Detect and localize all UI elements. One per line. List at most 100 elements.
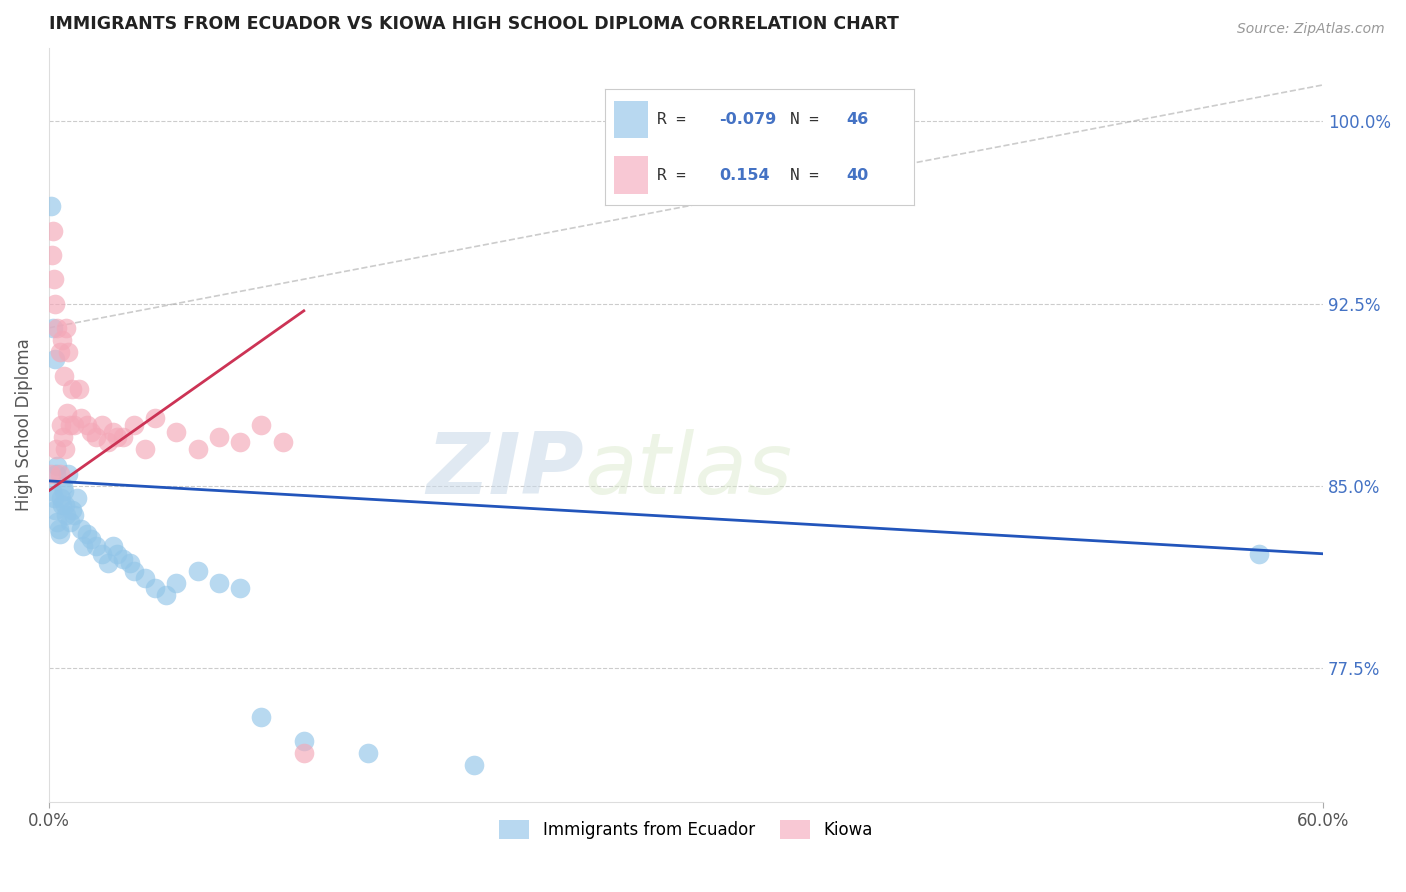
Point — [45, 442, 67, 457]
Point — [101, 425, 124, 440]
Point — [44, 296, 66, 310]
Point — [1249, 547, 1271, 561]
Point — [60, 503, 83, 517]
Point — [76, 417, 98, 432]
Point — [187, 564, 209, 578]
Point — [56, 406, 79, 420]
Point — [143, 581, 166, 595]
Point — [91, 547, 114, 561]
Point — [41, 483, 63, 498]
Point — [250, 709, 273, 723]
Point — [356, 746, 378, 760]
Point — [52, 483, 75, 498]
Point — [208, 576, 231, 591]
Point — [155, 588, 177, 602]
Point — [48, 527, 70, 541]
Point — [42, 224, 65, 238]
Point — [292, 746, 315, 760]
FancyBboxPatch shape — [614, 156, 648, 194]
Point — [97, 557, 120, 571]
Point — [46, 459, 69, 474]
Point — [48, 523, 70, 537]
Point — [59, 417, 82, 432]
Point — [63, 417, 86, 432]
Point — [67, 382, 90, 396]
Point — [39, 467, 62, 481]
Point — [69, 523, 91, 537]
Point — [46, 321, 69, 335]
Text: R =: R = — [657, 168, 696, 183]
Point — [76, 527, 98, 541]
Text: ZIP: ZIP — [426, 429, 583, 512]
Text: atlas: atlas — [583, 429, 792, 512]
Point — [229, 435, 252, 450]
Text: R =: R = — [657, 112, 696, 127]
Point — [463, 758, 485, 772]
Point — [42, 321, 65, 335]
Point — [112, 551, 135, 566]
Point — [63, 508, 86, 522]
Point — [101, 540, 124, 554]
Point — [55, 508, 77, 522]
Point — [143, 410, 166, 425]
Point — [165, 576, 187, 591]
Point — [44, 503, 66, 517]
Point — [44, 491, 66, 505]
Text: IMMIGRANTS FROM ECUADOR VS KIOWA HIGH SCHOOL DIPLOMA CORRELATION CHART: IMMIGRANTS FROM ECUADOR VS KIOWA HIGH SC… — [49, 15, 898, 33]
Point — [122, 564, 145, 578]
Point — [112, 430, 135, 444]
Point — [91, 417, 114, 432]
Point — [52, 430, 75, 444]
Point — [84, 540, 107, 554]
Point — [65, 491, 87, 505]
Point — [80, 425, 103, 440]
Point — [271, 435, 294, 450]
Legend: Immigrants from Ecuador, Kiowa: Immigrants from Ecuador, Kiowa — [494, 814, 879, 846]
Text: N =: N = — [790, 112, 828, 127]
Point — [165, 425, 187, 440]
Point — [60, 382, 83, 396]
Y-axis label: High School Diploma: High School Diploma — [15, 339, 32, 511]
Point — [105, 430, 128, 444]
Point — [53, 498, 76, 512]
Point — [41, 248, 63, 262]
Point — [51, 333, 73, 347]
Point — [48, 345, 70, 359]
Text: 0.154: 0.154 — [718, 168, 769, 183]
Point — [80, 532, 103, 546]
Point — [44, 272, 66, 286]
Point — [97, 435, 120, 450]
Point — [51, 498, 73, 512]
Point — [46, 515, 69, 529]
Point — [84, 430, 107, 444]
Point — [72, 540, 94, 554]
Point — [208, 430, 231, 444]
Text: Source: ZipAtlas.com: Source: ZipAtlas.com — [1237, 22, 1385, 37]
FancyBboxPatch shape — [614, 101, 648, 138]
Point — [39, 199, 62, 213]
Text: N =: N = — [790, 168, 828, 183]
Point — [52, 479, 75, 493]
Point — [53, 442, 76, 457]
Text: -0.079: -0.079 — [718, 112, 776, 127]
Point — [105, 547, 128, 561]
Point — [134, 442, 156, 457]
Point — [48, 467, 70, 481]
Point — [56, 467, 79, 481]
Point — [55, 321, 77, 335]
Point — [52, 369, 75, 384]
Point — [59, 515, 82, 529]
Text: 46: 46 — [846, 112, 868, 127]
Point — [292, 734, 315, 748]
Point — [69, 410, 91, 425]
Point — [229, 581, 252, 595]
Point — [44, 352, 66, 367]
Point — [250, 417, 273, 432]
Text: 40: 40 — [846, 168, 868, 183]
Point — [56, 345, 79, 359]
Point — [134, 571, 156, 585]
Point — [122, 417, 145, 432]
Point — [49, 417, 72, 432]
Point — [118, 557, 141, 571]
Point — [49, 491, 72, 505]
